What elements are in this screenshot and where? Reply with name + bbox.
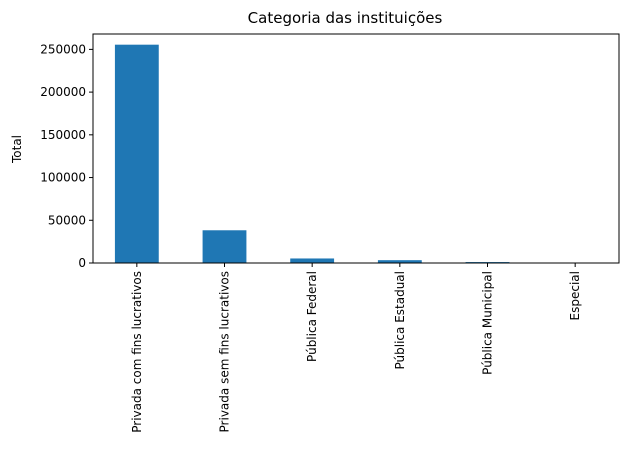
x-tick-label: Pública Municipal (481, 271, 495, 375)
bar-1 (202, 230, 247, 263)
bar-3 (377, 260, 422, 263)
bar-2 (290, 258, 335, 263)
x-tick-label: Especial (568, 271, 582, 320)
y-tick-label: 100000 (40, 171, 86, 185)
y-axis-label: Total (10, 135, 24, 164)
y-tick-label: 200000 (40, 85, 86, 99)
x-tick-label: Pública Estadual (393, 271, 407, 369)
y-tick-label: 50000 (48, 213, 86, 227)
bar-0 (114, 44, 159, 263)
y-tick-label: 0 (78, 256, 86, 270)
x-tick-label: Privada com fins lucrativos (130, 271, 144, 433)
plot-frame (92, 33, 620, 264)
x-tick-label: Privada sem fins lucrativos (218, 271, 232, 432)
x-tick-label: Pública Federal (305, 271, 319, 362)
y-axis-ticks: 0 50000 100000 150000 200000 250000 (40, 42, 93, 270)
bars-group (114, 44, 598, 263)
y-tick-label: 150000 (40, 128, 86, 142)
y-tick-label: 250000 (40, 42, 86, 56)
chart-title: Categoria das instituições (248, 9, 443, 27)
x-axis-ticks: Privada com fins lucrativos Privada sem f… (130, 263, 582, 433)
